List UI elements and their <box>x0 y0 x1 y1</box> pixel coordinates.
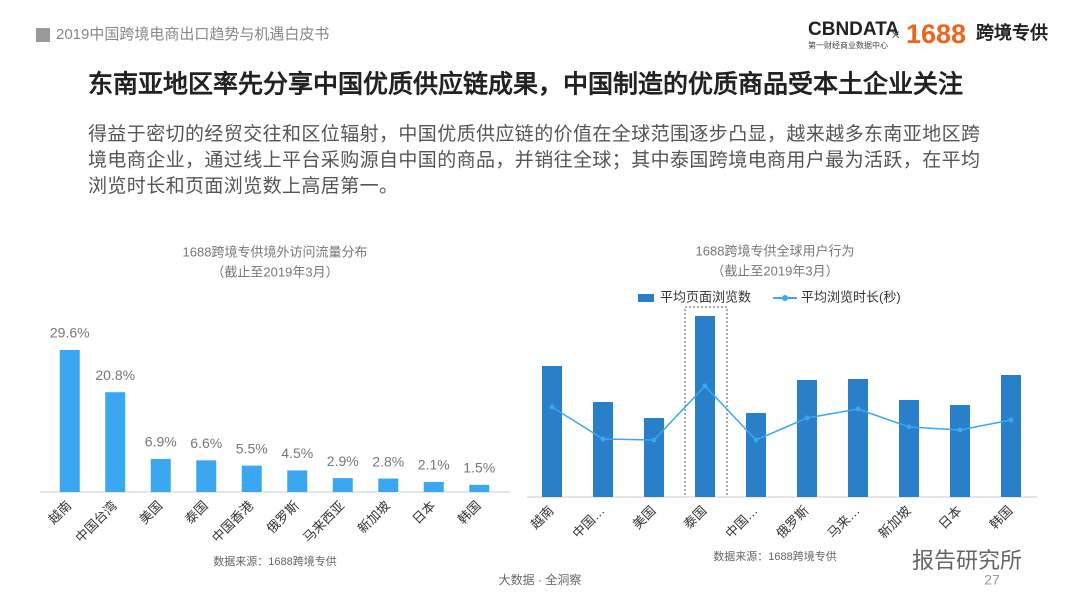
source: 数据来源：1688跨境专供 <box>713 549 836 563</box>
chart-subtitle: （截止至2019年3月） <box>211 264 338 279</box>
x-tick-label: 韩国 <box>987 503 1016 532</box>
x-tick-label: 新加坡 <box>355 498 393 536</box>
page-number: 27 <box>984 572 1000 588</box>
bar <box>332 478 353 492</box>
x-tick-label: 泰国 <box>681 503 710 532</box>
value-label: 6.6% <box>190 435 222 451</box>
x-tick-label: 泰国 <box>182 498 211 527</box>
line-point <box>753 437 759 443</box>
line <box>551 384 1012 441</box>
x-tick-label: 韩国 <box>455 498 484 527</box>
x-tick-label: 越南 <box>45 498 74 527</box>
bar <box>241 465 262 492</box>
bar <box>746 413 766 497</box>
x-tick-label: 俄罗斯 <box>264 498 302 536</box>
line-point <box>549 404 555 410</box>
bar <box>1001 375 1021 497</box>
bar <box>105 392 126 492</box>
bar <box>542 366 562 497</box>
x-tick-label: 美国 <box>136 498 165 527</box>
line-point <box>1008 417 1014 423</box>
legend-swatch <box>638 294 654 302</box>
x-tick-label: 中国… <box>569 503 607 541</box>
bar <box>378 478 399 492</box>
logo-right: 1688 <box>906 19 966 49</box>
watermark: 报告研究所 <box>912 548 1022 573</box>
x-tick-label: 马来西亚 <box>300 498 347 545</box>
bar <box>950 405 970 497</box>
value-label: 20.8% <box>95 367 135 383</box>
report-name: 2019中国跨境电商出口趋势与机遇白皮书 <box>56 25 329 43</box>
bar <box>848 379 868 497</box>
x-tick-label: 新加坡 <box>875 503 913 541</box>
bar <box>593 402 613 497</box>
bar <box>196 460 217 492</box>
legend-label: 平均页面浏览数 <box>660 289 751 304</box>
header-square <box>36 28 50 42</box>
legend-label: 平均浏览时长(秒) <box>801 289 901 304</box>
bar <box>469 484 490 492</box>
x-tick-label: 俄罗斯 <box>773 503 811 541</box>
line-point <box>957 427 963 433</box>
paragraph: 得益于密切的经贸交往和区位辐射，中国优质供应链的价值在全球范围逐步凸显，越来越多… <box>88 124 981 197</box>
x-tick-label: 中国台湾 <box>72 498 119 545</box>
value-label: 2.9% <box>327 453 359 469</box>
line-point <box>600 436 606 442</box>
value-label: 4.5% <box>281 445 313 461</box>
x-tick-label: 美国 <box>630 503 659 532</box>
line-point <box>804 415 810 421</box>
x-tick-label: 日本 <box>936 503 965 532</box>
logo-left: CBNDATA <box>808 19 899 40</box>
chart-title: 1688跨境专供全球用户行为 <box>696 243 855 258</box>
source: 数据来源：1688跨境专供 <box>213 554 336 568</box>
bar <box>644 418 664 497</box>
bar <box>797 380 817 497</box>
value-label: 1.5% <box>463 460 495 476</box>
logo-x: × <box>891 27 900 44</box>
value-label: 2.1% <box>418 457 450 473</box>
bar <box>899 400 919 497</box>
bar <box>150 458 171 492</box>
legend-marker <box>782 295 788 301</box>
value-label: 29.6% <box>50 325 90 341</box>
bar <box>287 470 308 492</box>
x-tick-label: 马来… <box>824 503 862 541</box>
logo-right-tag: 跨境专供 <box>976 22 1048 43</box>
line-point <box>651 437 657 443</box>
value-label: 5.5% <box>236 440 268 456</box>
chart-title: 1688跨境专供境外访问流量分布 <box>183 244 368 259</box>
line-point <box>906 424 912 430</box>
chart-subtitle: （截止至2019年3月） <box>711 263 838 278</box>
x-tick-label: 日本 <box>409 498 438 527</box>
bar <box>423 481 444 492</box>
line-point <box>702 383 708 389</box>
value-label: 2.8% <box>372 453 404 469</box>
bar <box>59 350 80 492</box>
footer-tagline: 大数据 · 全洞察 <box>499 572 582 587</box>
bar <box>695 316 715 497</box>
x-tick-label: 中国香港 <box>209 498 256 545</box>
x-tick-label: 中国… <box>722 503 760 541</box>
logo-left-sub: 第一财经商业数据中心 <box>808 40 888 50</box>
slide-title: 东南亚地区率先分享中国优质供应链成果，中国制造的优质商品受本土企业关注 <box>88 70 963 99</box>
x-tick-label: 越南 <box>528 503 557 532</box>
value-label: 6.9% <box>145 434 177 450</box>
line-point <box>855 406 861 412</box>
